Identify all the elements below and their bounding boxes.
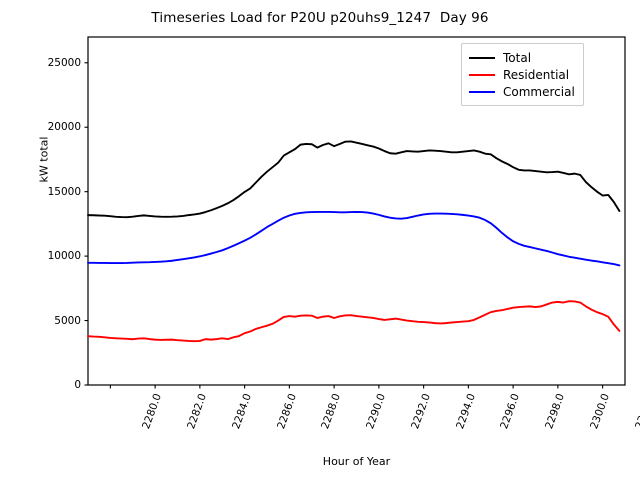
- legend-item-commercial: Commercial: [469, 83, 575, 100]
- legend-label: Commercial: [503, 84, 575, 99]
- legend-swatch-residential-icon: [469, 73, 495, 76]
- series-line-total: [87, 140, 621, 219]
- y-tick-label: 0: [74, 379, 81, 391]
- x-tick-label: 2284.0: [230, 392, 254, 431]
- chart-title: Timeseries Load for P20U p20uhs9_1247 Da…: [151, 10, 489, 26]
- y-tick-label: 20000: [47, 121, 81, 134]
- x-axis-label: Hour of Year: [322, 455, 391, 468]
- x-tick-label: 2298.0: [543, 392, 568, 431]
- legend-swatch-total-icon: [469, 56, 495, 59]
- series-line-residential: [87, 300, 621, 343]
- y-tick-label: 15000: [47, 185, 81, 198]
- x-axis-label-wrapper: Hour of Year: [88, 450, 625, 469]
- y-tick-label: 5000: [54, 314, 81, 327]
- x-tick-label: 2294.0: [453, 392, 478, 431]
- x-tick-label: 2292.0: [409, 392, 433, 431]
- legend-item-residential: Residential: [469, 66, 575, 83]
- x-tick-label: 2296.0: [498, 392, 523, 431]
- y-axis-label: kW total: [37, 136, 51, 183]
- x-tick-label: 2288.0: [319, 392, 344, 431]
- series-line-commercial: [87, 210, 621, 267]
- chart-legend: Total Residential Commercial: [461, 43, 584, 106]
- y-tick-label-column: 0 5000 10000 15000 20000 25000: [0, 0, 81, 480]
- x-tick-label: 2302.0: [632, 392, 640, 431]
- y-tick-label: 10000: [47, 250, 81, 263]
- x-tick-label: 2300.0: [588, 392, 612, 431]
- x-tick-label: 2286.0: [274, 392, 299, 431]
- x-tick-label: 2290.0: [364, 392, 389, 431]
- y-axis-label-wrapper: kW total: [33, 100, 52, 220]
- legend-item-total: Total: [469, 49, 575, 66]
- series-lines: [87, 140, 621, 343]
- legend-swatch-commercial-icon: [469, 90, 495, 93]
- y-tick-marks: [84, 62, 88, 386]
- x-tick-label: 2280.0: [140, 392, 165, 431]
- y-tick-label: 25000: [47, 56, 81, 69]
- x-tick-marks: [109, 385, 604, 389]
- x-tick-label: 2282.0: [185, 392, 210, 431]
- legend-label: Total: [503, 50, 532, 65]
- legend-label: Residential: [503, 67, 570, 82]
